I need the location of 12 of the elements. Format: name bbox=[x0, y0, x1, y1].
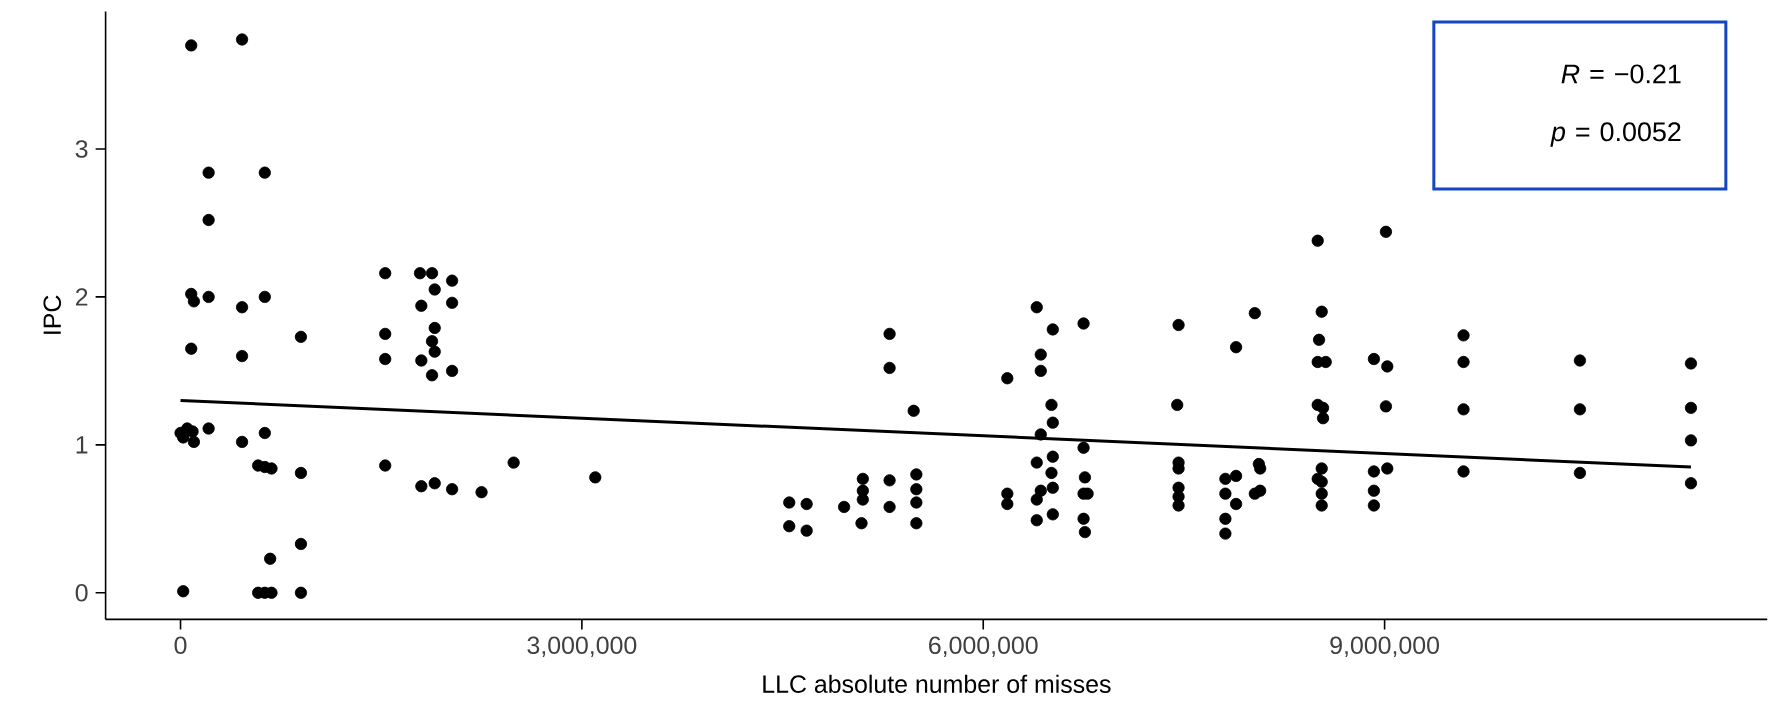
x-tick-label: 9,000,000 bbox=[1330, 636, 1440, 658]
y-tick-label: 0 bbox=[75, 583, 88, 602]
y-tick-label: 3 bbox=[75, 140, 88, 158]
x-tick-label: 0 bbox=[174, 636, 187, 655]
annotation: R = −0.21 bbox=[1561, 64, 1681, 84]
y-axis-title: IPC bbox=[43, 295, 62, 334]
y-tick-label: 2 bbox=[75, 288, 88, 306]
x-tick-label: 3,000,000 bbox=[527, 636, 637, 658]
x-tick-label: 6,000,000 bbox=[929, 636, 1038, 658]
x-axis-title: LLC absolute number of misses bbox=[763, 674, 1111, 693]
y-tick-label: 1 bbox=[76, 436, 88, 454]
annotation: p = 0.0052 bbox=[1550, 122, 1681, 147]
